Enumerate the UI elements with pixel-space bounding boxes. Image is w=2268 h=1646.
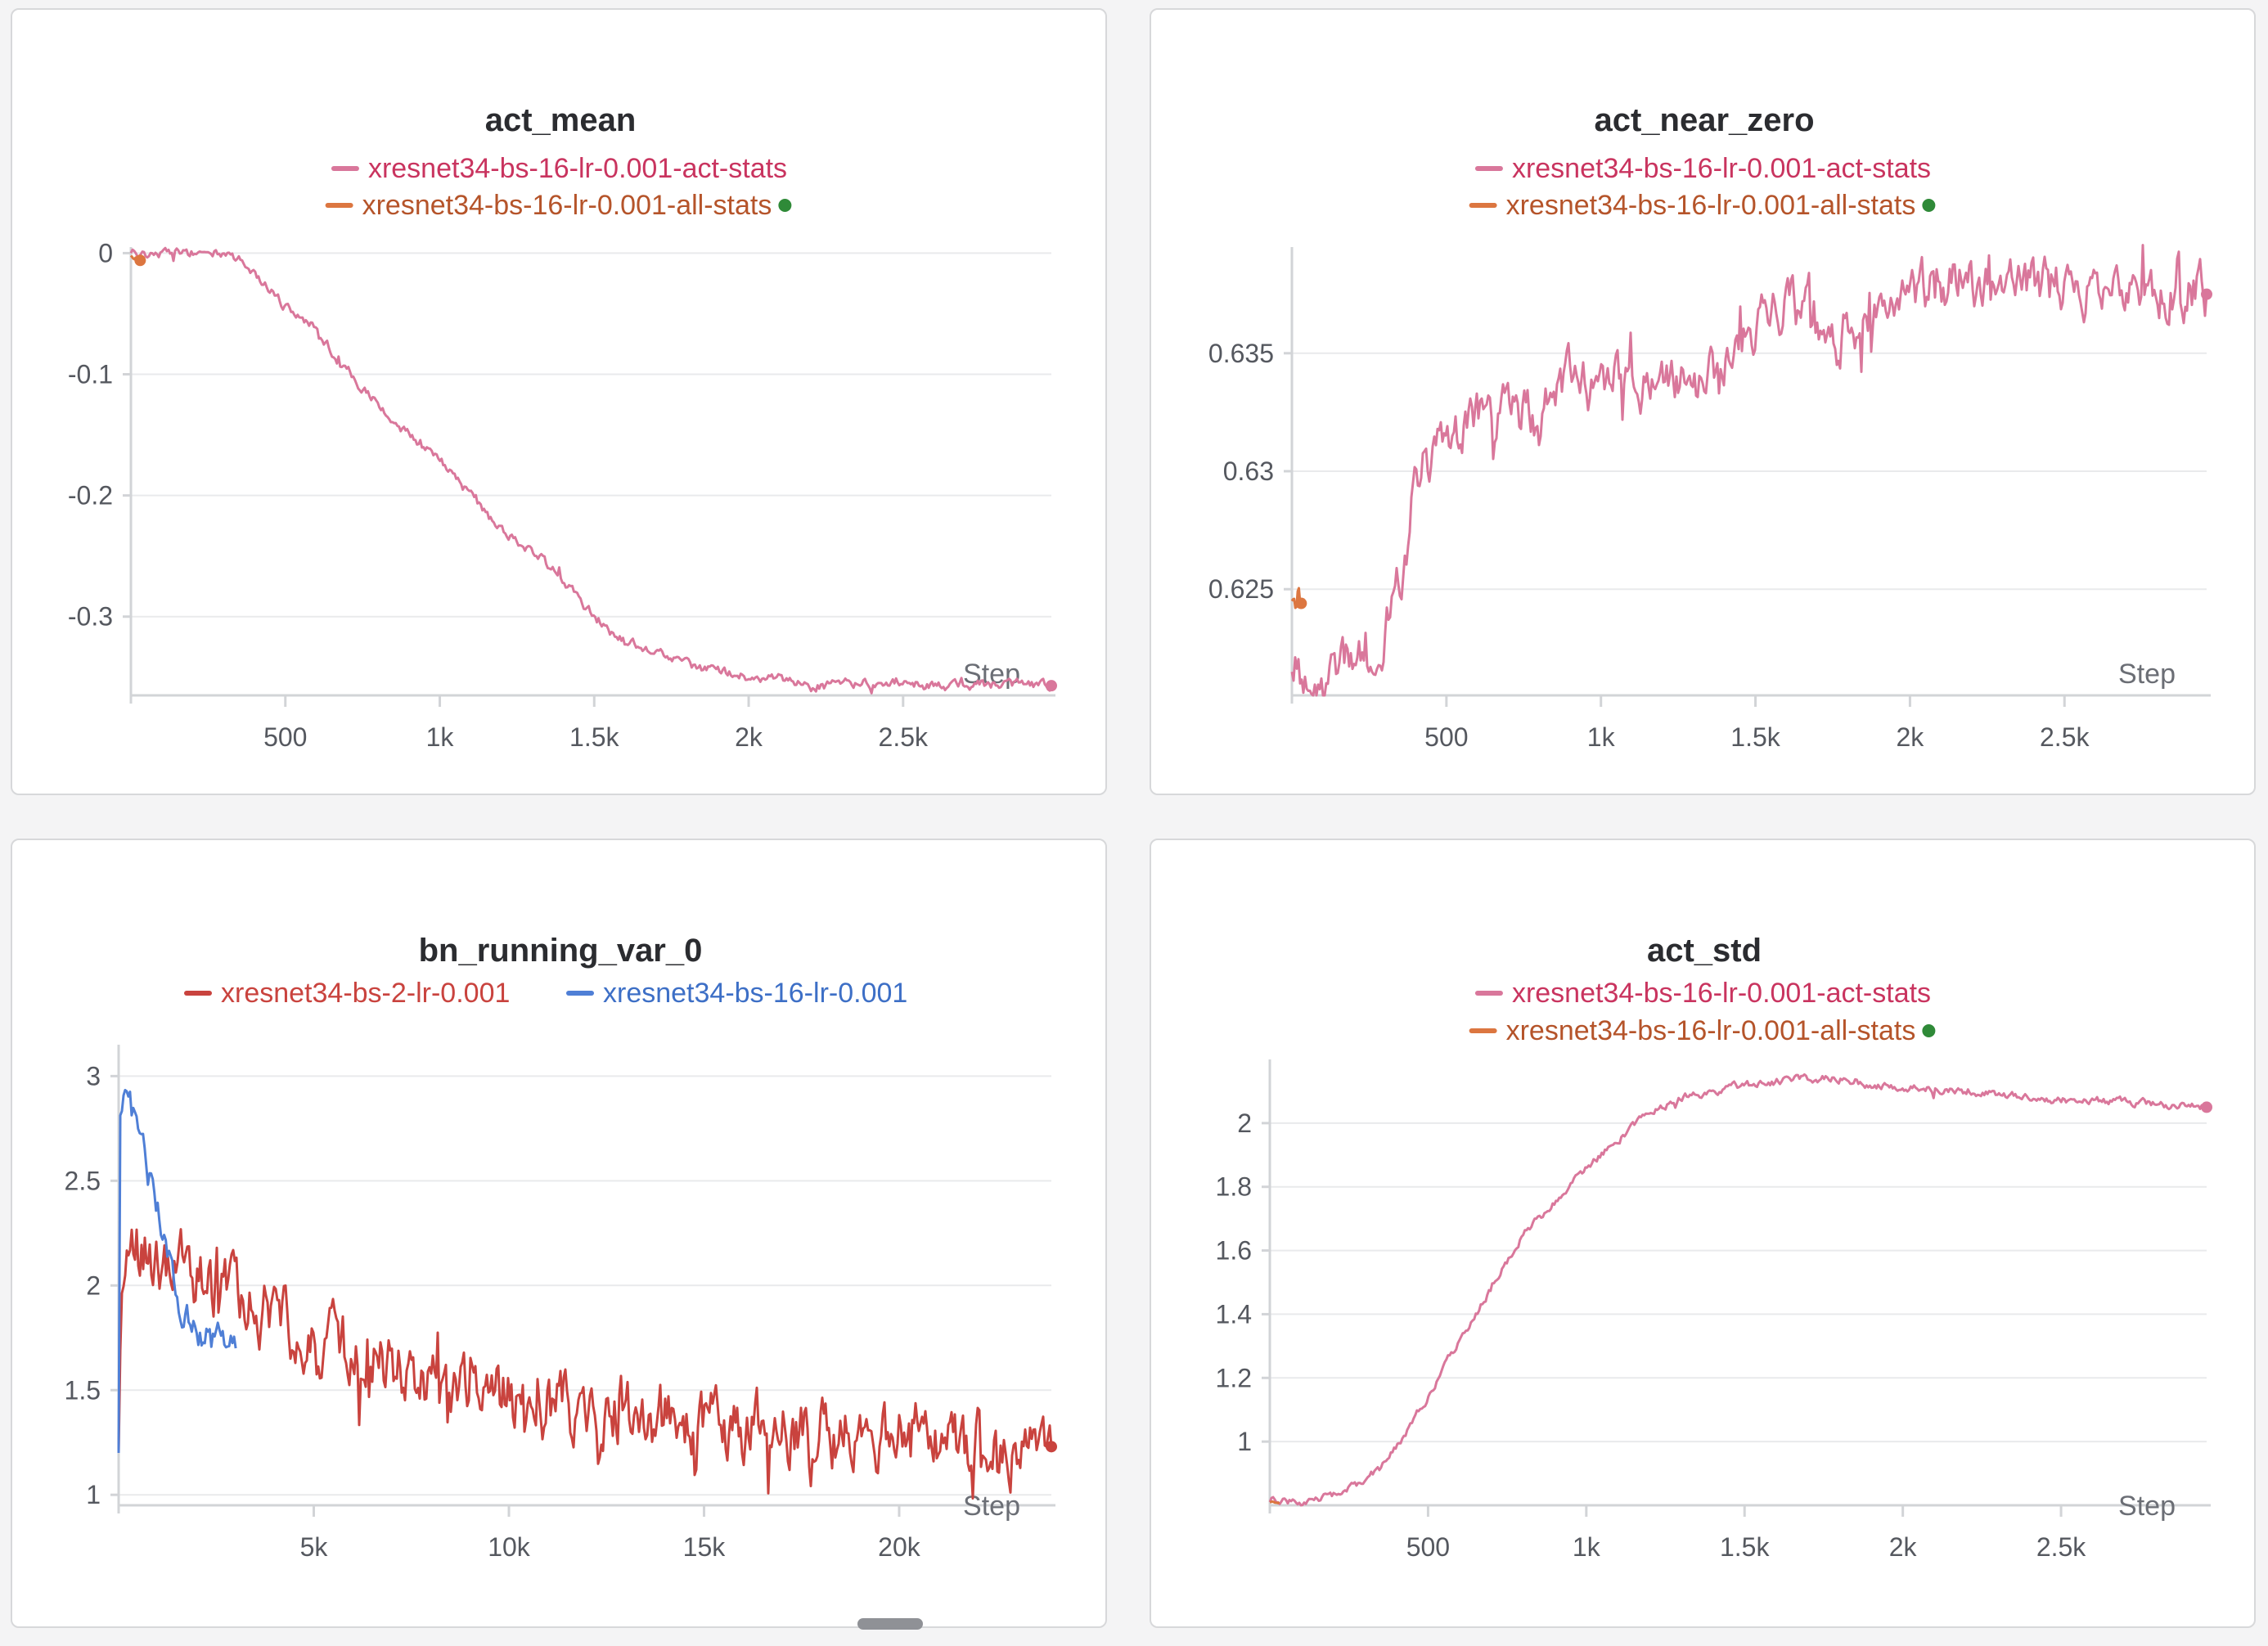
chart-panel-act-near-zero: act_near_zero xresnet34-bs-16-lr-0.001-ac… <box>1150 8 2256 795</box>
chart-panel-act-std: act_std xresnet34-bs-16-lr-0.001-act-stat… <box>1150 839 2256 1628</box>
y-tick-label: 2 <box>86 1270 101 1300</box>
chart-title: act_mean <box>485 102 637 138</box>
y-tick-label: 1.5 <box>65 1375 101 1405</box>
legend-entry[interactable]: xresnet34-bs-16-lr-0.001 <box>566 978 907 1009</box>
legend-label: xresnet34-bs-16-lr-0.001-act-stats <box>1512 978 1931 1009</box>
x-tick-label: 20k <box>878 1532 921 1562</box>
series-line <box>129 246 1053 695</box>
run-status-dot <box>1922 1024 1936 1037</box>
y-tick-label: -0.1 <box>68 360 113 389</box>
x-axis-label: Step <box>2118 659 2176 690</box>
y-tick-label: 1.8 <box>1216 1172 1252 1202</box>
x-axis-label: Step <box>2118 1491 2176 1522</box>
y-tick-label: 1.4 <box>1216 1299 1252 1329</box>
x-tick-label: 2k <box>1889 1532 1918 1562</box>
y-tick-label: 1 <box>86 1480 101 1509</box>
chart-title: act_near_zero <box>1594 102 1814 138</box>
series-end-marker <box>1046 680 1057 692</box>
legend-label: xresnet34-bs-16-lr-0.001-all-stats <box>1506 1015 1916 1046</box>
y-tick-label: 0.625 <box>1208 574 1274 604</box>
y-tick-label: 0.635 <box>1208 339 1274 368</box>
legend-label: xresnet34-bs-16-lr-0.001 <box>603 978 907 1009</box>
chart-panel-act-mean: act_mean xresnet34-bs-16-lr-0.001-act-sta… <box>11 8 1107 795</box>
y-tick-label: 1.6 <box>1216 1236 1252 1266</box>
legend-entry[interactable]: xresnet34-bs-16-lr-0.001-all-stats <box>325 190 792 221</box>
run-status-dot <box>778 199 792 212</box>
y-tick-label: 1.2 <box>1216 1363 1252 1392</box>
x-tick-label: 1k <box>1587 722 1616 752</box>
y-tick-label: 2.5 <box>65 1166 101 1195</box>
y-tick-label: 0.63 <box>1223 456 1274 486</box>
legend-label: xresnet34-bs-16-lr-0.001-all-stats <box>1506 190 1916 221</box>
y-tick-label: 2 <box>1237 1109 1252 1138</box>
legend-entry[interactable]: xresnet34-bs-16-lr-0.001-act-stats <box>331 153 787 184</box>
chart-panel-bn-running-var-0: bn_running_var_0 xresnet34-bs-2-lr-0.001 x… <box>11 839 1107 1628</box>
legend-entry[interactable]: xresnet34-bs-16-lr-0.001-all-stats <box>1469 1015 1936 1046</box>
legend-label: xresnet34-bs-16-lr-0.001-all-stats <box>362 190 772 221</box>
y-tick-label: 3 <box>86 1061 101 1091</box>
x-tick-label: 500 <box>1406 1532 1450 1562</box>
x-tick-label: 1.5k <box>1730 722 1780 752</box>
series-end-marker <box>134 254 146 267</box>
chart-title: act_std <box>1647 933 1762 969</box>
chart-title: bn_running_var_0 <box>419 933 703 969</box>
x-tick-label: 1.5k <box>1720 1532 1770 1562</box>
x-tick-label: 2.5k <box>2036 1532 2086 1562</box>
series-line <box>1290 244 2208 697</box>
chart-act-near-zero: act_near_zero xresnet34-bs-16-lr-0.001-ac… <box>1208 102 2212 752</box>
legend-entry[interactable]: xresnet34-bs-16-lr-0.001-act-stats <box>1474 978 1931 1009</box>
x-tick-label: 1.5k <box>569 722 619 752</box>
page-scrollbar-handle[interactable] <box>857 1618 923 1630</box>
series-line <box>1268 1073 2207 1507</box>
series-line <box>117 1089 237 1454</box>
y-tick-label: 1 <box>1237 1427 1252 1456</box>
x-tick-label: 10k <box>488 1532 531 1562</box>
run-status-dot <box>1922 199 1936 212</box>
legend-entry[interactable]: xresnet34-bs-16-lr-0.001-act-stats <box>1474 153 1931 184</box>
legend-entry[interactable]: xresnet34-bs-16-lr-0.001-all-stats <box>1469 190 1936 221</box>
series-end-marker <box>1046 1441 1057 1453</box>
series-end-marker <box>2201 1101 2212 1113</box>
chart-bn-running-var-0: bn_running_var_0 xresnet34-bs-2-lr-0.001 x… <box>65 933 1057 1562</box>
x-tick-label: 2k <box>735 722 763 752</box>
series-end-marker <box>2201 288 2212 300</box>
x-tick-label: 15k <box>683 1532 727 1562</box>
x-tick-label: 1k <box>426 722 455 752</box>
x-tick-label: 5k <box>300 1532 329 1562</box>
x-tick-label: 1k <box>1573 1532 1601 1562</box>
series-end-marker <box>1295 597 1307 609</box>
legend-label: xresnet34-bs-2-lr-0.001 <box>221 978 510 1009</box>
x-tick-label: 2.5k <box>879 722 929 752</box>
series-line <box>1269 1500 1280 1504</box>
chart-act-std: act_std xresnet34-bs-16-lr-0.001-act-stat… <box>1216 933 2212 1562</box>
y-tick-label: -0.2 <box>68 481 113 510</box>
x-tick-label: 2k <box>1897 722 1925 752</box>
series-line <box>1290 587 1303 609</box>
legend-label: xresnet34-bs-16-lr-0.001-act-stats <box>368 153 787 184</box>
x-tick-label: 2.5k <box>2040 722 2090 752</box>
chart-act-mean: act_mean xresnet34-bs-16-lr-0.001-act-sta… <box>68 102 1057 752</box>
legend-label: xresnet34-bs-16-lr-0.001-act-stats <box>1512 153 1931 184</box>
legend-entry[interactable]: xresnet34-bs-2-lr-0.001 <box>184 978 510 1009</box>
y-tick-label: 0 <box>98 238 113 268</box>
x-tick-label: 500 <box>1424 722 1468 752</box>
x-tick-label: 500 <box>263 722 307 752</box>
y-tick-label: -0.3 <box>68 602 113 632</box>
series-line <box>117 1228 1053 1500</box>
